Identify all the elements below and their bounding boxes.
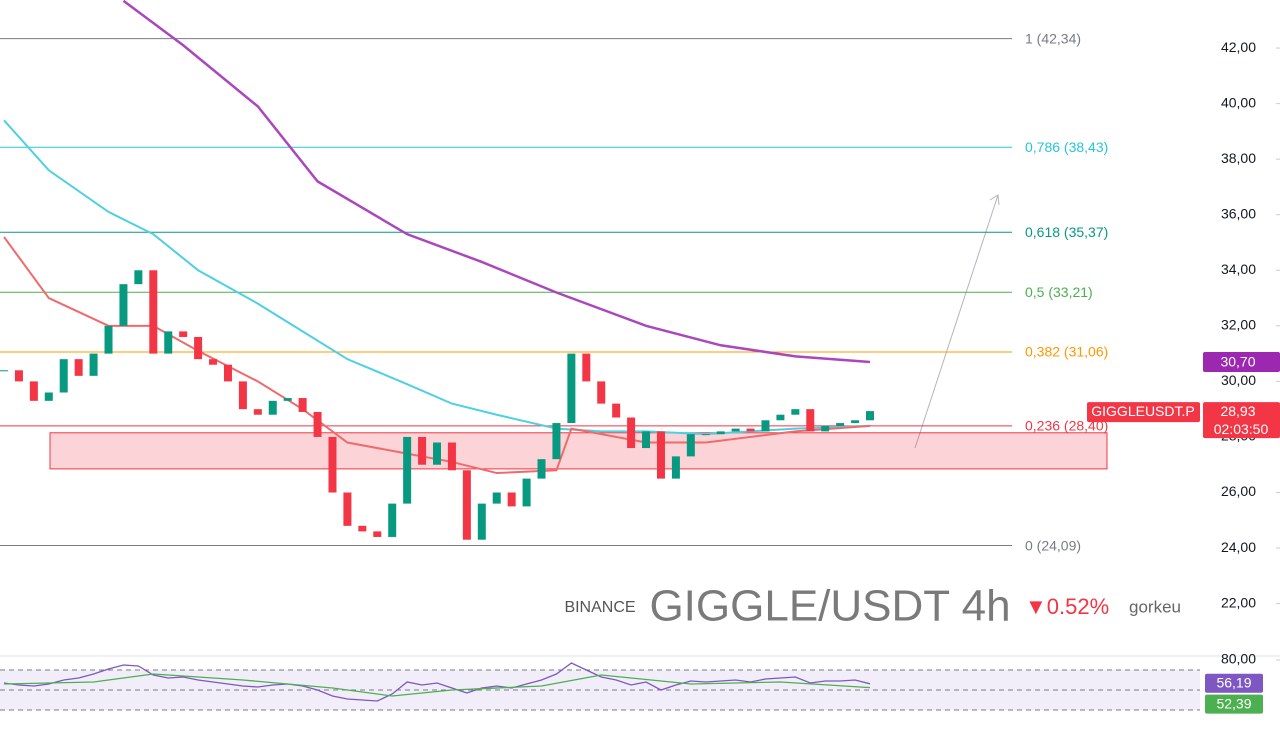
candle bbox=[492, 492, 501, 504]
candle bbox=[671, 456, 680, 479]
candle bbox=[283, 398, 292, 401]
candle bbox=[627, 417, 636, 449]
candle bbox=[44, 392, 53, 401]
candle bbox=[612, 403, 621, 418]
candle bbox=[656, 431, 665, 479]
candle bbox=[462, 470, 471, 540]
candle bbox=[0, 370, 8, 372]
candle bbox=[298, 398, 307, 412]
y-tick-label: 30,00 bbox=[1221, 372, 1256, 388]
fib-label: 0,618 (35,37) bbox=[1025, 224, 1108, 240]
price-label: 28,93 bbox=[1220, 403, 1255, 419]
candle bbox=[851, 420, 860, 424]
candle bbox=[761, 420, 770, 432]
candle bbox=[388, 503, 397, 537]
candle bbox=[776, 414, 785, 421]
price-label-box bbox=[1203, 402, 1280, 439]
candle bbox=[209, 359, 218, 365]
candle bbox=[104, 325, 113, 354]
candle bbox=[358, 525, 367, 532]
y-tick-label: 34,00 bbox=[1221, 261, 1256, 277]
candle bbox=[552, 423, 561, 460]
candle bbox=[238, 381, 247, 410]
candle bbox=[403, 436, 412, 504]
candle bbox=[164, 331, 173, 354]
countdown: 02:03:50 bbox=[1214, 421, 1269, 437]
candle bbox=[268, 400, 277, 415]
fib-label: 0 (24,09) bbox=[1025, 537, 1081, 553]
candle bbox=[194, 336, 203, 360]
candle bbox=[433, 442, 441, 465]
author: gorkeu bbox=[1129, 597, 1181, 616]
candle bbox=[836, 423, 845, 426]
candle bbox=[821, 425, 830, 432]
candle bbox=[119, 284, 128, 326]
y-tick-label: 38,00 bbox=[1221, 150, 1256, 166]
rsi-line bbox=[3, 662, 871, 702]
y-tick-label: 40,00 bbox=[1221, 94, 1256, 110]
candle bbox=[507, 492, 516, 507]
y-tick-label: 26,00 bbox=[1221, 483, 1256, 499]
candle bbox=[89, 353, 98, 376]
fib-label: 0,382 (31,06) bbox=[1025, 344, 1108, 360]
arrow-annotation bbox=[914, 194, 1000, 449]
rsi-value-label: 56,19 bbox=[1216, 675, 1251, 691]
symbol-tag-box bbox=[1087, 402, 1200, 423]
candle bbox=[806, 409, 815, 432]
candle bbox=[642, 431, 651, 449]
y-tick-label: 22,00 bbox=[1221, 594, 1256, 610]
candle bbox=[253, 409, 262, 415]
candle bbox=[223, 364, 232, 382]
fib-label: 0,786 (38,43) bbox=[1025, 139, 1108, 155]
candle bbox=[716, 431, 725, 435]
candle bbox=[29, 381, 38, 401]
change: ▼0.52% bbox=[1025, 594, 1109, 619]
candle bbox=[686, 434, 695, 457]
y-tick-label: 80,00 bbox=[1221, 651, 1256, 667]
candle bbox=[597, 381, 606, 404]
fib-label: 0,236 (28,40) bbox=[1025, 418, 1108, 434]
support-zone bbox=[49, 432, 1108, 470]
rsi-value-label: 52,39 bbox=[1216, 695, 1251, 711]
price-label-box bbox=[1203, 351, 1280, 372]
y-tick-label: 32,00 bbox=[1221, 317, 1256, 333]
candle bbox=[567, 353, 576, 424]
candle bbox=[418, 436, 427, 465]
price-label: 30,70 bbox=[1220, 354, 1255, 370]
candle bbox=[701, 434, 710, 436]
y-tick-label: 42,00 bbox=[1221, 39, 1256, 55]
rsi-value-box bbox=[1205, 694, 1263, 714]
candle bbox=[328, 436, 337, 493]
moving-average bbox=[3, 119, 871, 436]
candle bbox=[343, 492, 352, 526]
y-tick-label: 24,00 bbox=[1221, 539, 1256, 555]
candle bbox=[746, 428, 755, 432]
exchange: BINANCE bbox=[564, 599, 635, 616]
candle bbox=[582, 353, 591, 382]
candle bbox=[866, 411, 874, 421]
rsi-line bbox=[3, 673, 871, 697]
symbol-tag: GIGGLEUSDT.P bbox=[1091, 403, 1194, 419]
candle bbox=[134, 270, 143, 285]
candle bbox=[522, 478, 531, 507]
candle bbox=[373, 531, 382, 537]
candle bbox=[14, 370, 23, 382]
fib-label: 0,5 (33,21) bbox=[1025, 284, 1093, 300]
candle bbox=[59, 359, 68, 393]
rsi-value-box bbox=[1205, 673, 1263, 693]
watermark-title: GIGGLE/USDT 4h bbox=[649, 582, 1010, 631]
candle bbox=[537, 459, 546, 479]
candle bbox=[149, 270, 158, 354]
candle bbox=[74, 359, 83, 376]
candle bbox=[447, 442, 456, 471]
candle bbox=[731, 428, 740, 432]
candle bbox=[313, 411, 322, 437]
candle bbox=[477, 503, 486, 540]
moving-average bbox=[122, 0, 871, 364]
candle bbox=[791, 409, 800, 415]
fib-label: 1 (42,34) bbox=[1025, 30, 1081, 46]
y-tick-label: 36,00 bbox=[1221, 205, 1256, 221]
candle bbox=[179, 331, 188, 337]
